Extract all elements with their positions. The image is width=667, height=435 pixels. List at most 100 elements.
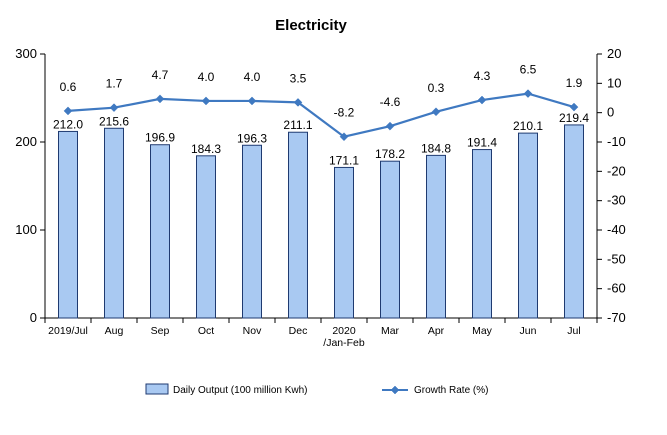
x-tick-label-line: Jul — [567, 325, 580, 337]
right-tick-label: -30 — [607, 193, 626, 208]
line-layer — [63, 89, 579, 142]
growth-rate-point — [155, 94, 165, 104]
growth-rate-point — [109, 103, 119, 113]
growth-rate-label: 4.3 — [474, 69, 491, 83]
x-tick-label: Jun — [520, 325, 537, 337]
growth-rate-label: 1.9 — [566, 76, 583, 90]
daily-output-label: 219.4 — [559, 111, 589, 125]
bar-layer — [58, 124, 584, 319]
daily-output-label: 191.4 — [467, 136, 497, 150]
x-tick-label: Apr — [428, 325, 445, 337]
growth-rate-label: 0.3 — [428, 81, 445, 95]
left-tick-label: 200 — [15, 134, 37, 149]
growth-rate-point — [523, 89, 533, 98]
x-tick-label-line: Sep — [151, 325, 170, 337]
right-tick-label: 20 — [607, 46, 621, 61]
growth-rate-point — [385, 121, 395, 131]
x-tick-label: Sep — [151, 325, 170, 337]
x-tick-label-line: May — [472, 325, 493, 337]
x-tick-label-line: Aug — [105, 325, 124, 337]
growth-rate-label: 3.5 — [290, 71, 307, 85]
daily-output-bar — [242, 144, 262, 319]
x-tick-label-line: Oct — [198, 325, 214, 337]
daily-output-label: 184.8 — [421, 141, 451, 155]
daily-output-label: 171.1 — [329, 153, 359, 167]
daily-output-label: 178.2 — [375, 147, 405, 161]
left-tick-label: 0 — [30, 310, 37, 325]
right-tick-label: 10 — [607, 75, 621, 90]
x-tick-label-line: /Jan-Feb — [323, 337, 365, 349]
growth-rate-label: 4.0 — [244, 70, 261, 84]
growth-rate-legend-label: Growth Rate (%) — [414, 385, 488, 396]
growth-rate-label: -4.6 — [380, 95, 401, 109]
chart-title: Electricity — [275, 17, 347, 34]
x-tick-label-line: Apr — [428, 325, 445, 337]
x-tick-label: 2019/Jul — [48, 325, 88, 337]
growth-rate-label: -8.2 — [334, 106, 355, 120]
growth-rate-label: 6.5 — [520, 63, 537, 77]
x-tick-label-line: 2020 — [332, 325, 356, 337]
daily-output-bar — [518, 132, 538, 319]
daily-output-label: 184.3 — [191, 142, 221, 156]
daily-output-bar — [150, 144, 170, 319]
daily-output-bar — [196, 155, 216, 319]
daily-output-bar — [288, 131, 308, 319]
growth-rate-label: 1.7 — [106, 77, 123, 91]
daily-output-bar — [426, 154, 446, 319]
daily-output-label: 212.0 — [53, 117, 83, 131]
x-tick-label: Oct — [198, 325, 214, 337]
daily-output-label: 196.3 — [237, 131, 267, 145]
growth-rate-label: 4.7 — [152, 68, 169, 82]
growth-rate-label: 0.6 — [60, 80, 77, 94]
x-tick-label: May — [472, 325, 493, 337]
x-tick-label-line: Dec — [289, 325, 308, 337]
daily-output-bar — [334, 166, 354, 319]
daily-output-bar — [564, 124, 584, 319]
right-tick-label: -70 — [607, 310, 626, 325]
left-tick-label: 300 — [15, 46, 37, 61]
right-tick-label: -60 — [607, 281, 626, 296]
growth-rate-label: 4.0 — [198, 70, 215, 84]
right-tick-label: -40 — [607, 222, 626, 237]
daily-output-label: 215.6 — [99, 114, 129, 128]
daily-output-label: 196.9 — [145, 131, 175, 145]
left-tick-label: 100 — [15, 222, 37, 237]
label-layer: 212.0 215.6 196.9 184.3 196.3 211.1 171.1 178.2… — [53, 63, 589, 168]
growth-rate-legend-marker — [390, 385, 400, 395]
growth-rate-point — [569, 102, 579, 112]
growth-rate-point — [339, 132, 349, 142]
growth-rate-point — [477, 95, 487, 105]
daily-output-bar — [472, 149, 492, 319]
growth-rate-point — [293, 98, 303, 107]
x-tick-label: Jul — [567, 325, 580, 337]
daily-output-bar — [104, 127, 124, 319]
growth-rate-point — [201, 96, 211, 106]
right-tick-label: -10 — [607, 134, 626, 149]
x-tick-label: Mar — [381, 325, 400, 337]
daily-output-label: 210.1 — [513, 119, 543, 133]
growth-rate-line — [67, 92, 575, 138]
growth-rate-point — [63, 106, 73, 116]
x-tick-label: Nov — [243, 325, 262, 337]
x-tick-label: 2020/Jan-Feb — [323, 325, 365, 349]
right-tick-label: -50 — [607, 251, 626, 266]
x-tick-label-line: Mar — [381, 325, 400, 337]
x-tick-label-line: 2019/Jul — [48, 325, 88, 337]
daily-output-legend-label: Daily Output (100 million Kwh) — [173, 385, 308, 396]
x-tick-label: Aug — [105, 325, 124, 337]
daily-output-bar — [58, 130, 78, 319]
right-tick-label: 0 — [607, 105, 614, 120]
x-tick-label-line: Nov — [243, 325, 262, 337]
x-tick-label-line: Jun — [520, 325, 537, 337]
growth-rate-point — [247, 96, 257, 106]
daily-output-label: 211.1 — [283, 118, 312, 132]
x-tick-label: Dec — [289, 325, 308, 337]
legend-layer: Daily Output (100 million Kwh) Growth Rat… — [145, 383, 488, 396]
right-tick-label: -20 — [607, 163, 626, 178]
growth-rate-point — [431, 107, 441, 117]
daily-output-legend-swatch — [145, 383, 169, 395]
daily-output-bar — [380, 160, 400, 319]
